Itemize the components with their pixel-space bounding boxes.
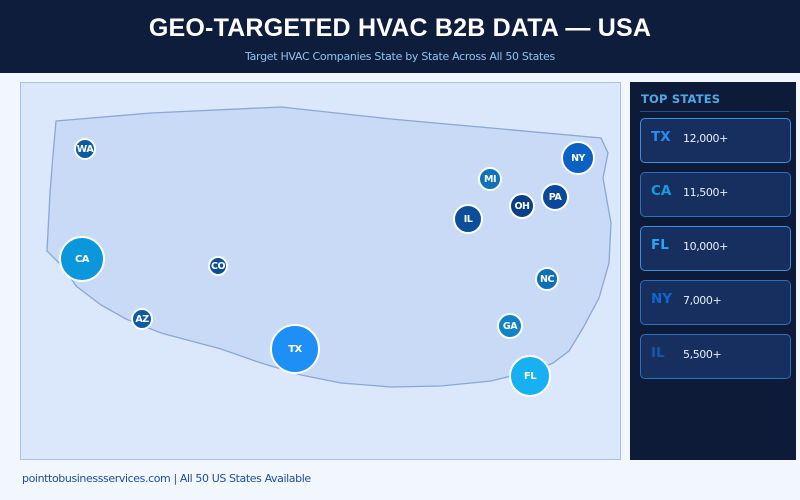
state-bubble-pa[interactable]: PA [541, 183, 569, 211]
state-count: 5,500+ [683, 348, 722, 361]
state-card-il[interactable]: IL 5,500+ [640, 334, 791, 379]
state-bubble-az[interactable]: AZ [131, 308, 153, 330]
state-bubble-ga[interactable]: GA [497, 313, 523, 339]
top-states-panel: TOP STATES TX 12,000+ CA 11,500+ FL 10,0… [630, 82, 796, 460]
state-bubble-fl[interactable]: FL [509, 355, 551, 397]
state-bubble-wa[interactable]: WA [74, 138, 96, 160]
state-card-ny[interactable]: NY 7,000+ [640, 280, 791, 325]
state-bubble-il[interactable]: IL [453, 204, 483, 234]
state-bubble-co[interactable]: CO [208, 256, 228, 276]
state-code: CA [651, 183, 672, 199]
state-card-fl[interactable]: FL 10,000+ [640, 226, 791, 271]
state-bubble-ny[interactable]: NY [561, 141, 595, 175]
state-bubble-oh[interactable]: OH [509, 193, 535, 219]
state-count: 10,000+ [683, 240, 728, 253]
state-bubble-nc[interactable]: NC [535, 267, 559, 291]
header: GEO-TARGETED HVAC B2B DATA — USA Target … [0, 0, 800, 73]
state-count: 11,500+ [683, 186, 728, 199]
usa-map-panel: WA CA CO AZ TX MI IL OH PA NY NC GA FL [20, 82, 621, 460]
state-card-ca[interactable]: CA 11,500+ [640, 172, 791, 217]
state-count: 12,000+ [683, 132, 728, 145]
state-count: 7,000+ [683, 294, 722, 307]
state-bubble-mi[interactable]: MI [478, 167, 502, 191]
usa-outline-shape [46, 106, 612, 388]
page-subtitle: Target HVAC Companies State by State Acr… [245, 50, 555, 63]
state-code: NY [651, 291, 673, 307]
divider [640, 111, 789, 112]
state-code: TX [651, 129, 671, 145]
state-bubble-ca[interactable]: CA [59, 236, 105, 282]
state-code: IL [651, 345, 665, 361]
top-states-title: TOP STATES [641, 92, 721, 106]
state-bubble-tx[interactable]: TX [270, 324, 320, 374]
page-title: GEO-TARGETED HVAC B2B DATA — USA [148, 14, 652, 42]
state-card-tx[interactable]: TX 12,000+ [640, 118, 791, 163]
state-code: FL [651, 237, 669, 253]
footer-text: pointtobusinessservices.com | All 50 US … [22, 472, 311, 485]
